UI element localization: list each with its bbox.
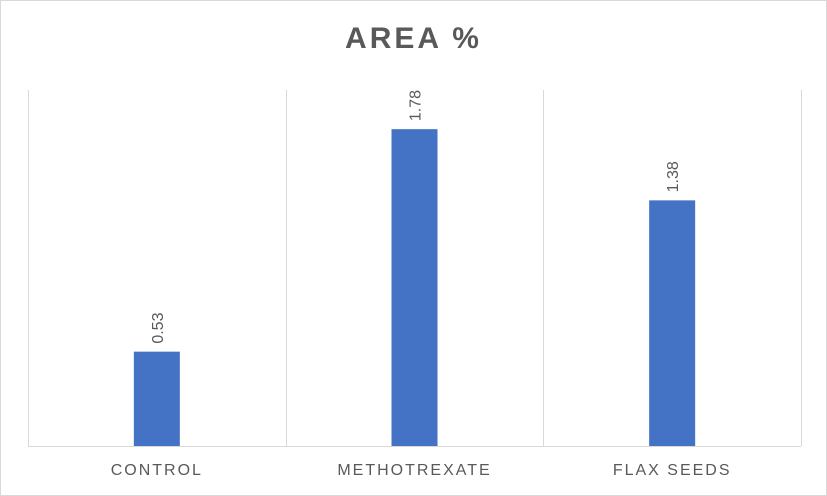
- data-label: 1.78: [408, 90, 425, 121]
- category-label: FLAX SEEDS: [613, 462, 732, 479]
- label-layer: 0.53 CONTROL 1.78 METHOTREXATE 1.38 FLAX SEED…: [111, 90, 732, 479]
- bar-flax-seeds: [649, 200, 696, 446]
- data-label: 0.53: [150, 312, 167, 343]
- category-label: CONTROL: [111, 462, 203, 479]
- bar-control: [133, 351, 180, 446]
- grid-layer: [28, 90, 802, 446]
- chart-title: AREA %: [345, 22, 482, 55]
- bar-layer: [133, 129, 696, 446]
- bar-methotrexate: [391, 129, 438, 446]
- category-label: METHOTREXATE: [337, 462, 491, 479]
- data-label: 1.38: [665, 161, 682, 192]
